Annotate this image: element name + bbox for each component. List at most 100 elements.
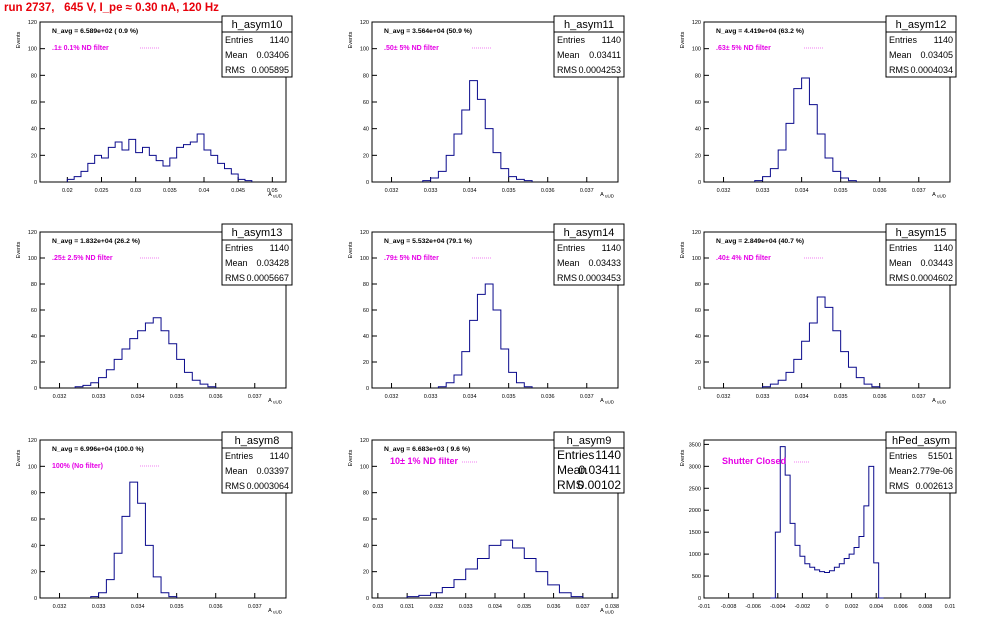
- histogram-bin: [802, 341, 810, 388]
- histogram-bin: [755, 181, 763, 182]
- histogram-bin: [231, 174, 238, 182]
- histogram-bin: [571, 597, 583, 598]
- histogram-bin: [91, 597, 99, 598]
- histogram-bin: [170, 158, 177, 182]
- histogram-bin: [775, 532, 780, 598]
- histogram-bin: [67, 179, 74, 182]
- x-tick-label: 0.034: [131, 394, 145, 400]
- stats-key: Mean: [889, 466, 912, 476]
- histogram-bin: [419, 595, 431, 598]
- stats-value: 1140: [602, 243, 621, 253]
- histogram-name: h_asym11: [564, 19, 614, 31]
- x-tick-label: 0.032: [430, 604, 444, 610]
- histogram-bin: [138, 503, 146, 598]
- stats-value: -2.779e-06: [909, 466, 953, 476]
- histogram-bin: [204, 150, 211, 182]
- y-tick-label: 100: [360, 464, 369, 470]
- filter-label: .25± 2.5% ND filter: [52, 255, 113, 262]
- histogram-bin: [407, 597, 419, 598]
- x-tick-label: 0.036: [541, 394, 555, 400]
- stats-box: [221, 15, 293, 78]
- histogram-bin: [833, 331, 841, 388]
- stats-value: 1140: [270, 243, 289, 253]
- stats-value: 1140: [270, 451, 289, 461]
- histogram-series-line: [422, 80, 533, 182]
- histogram-bin: [815, 570, 820, 598]
- x-tick-label: 0.037: [580, 188, 594, 194]
- stats-value: 0.0005667: [246, 273, 289, 283]
- histogram-panel: 0 20 40 60 80 100 120 0.03 0.031 0.032 0.033 0.034 0…: [348, 431, 625, 615]
- x-tick-label: 0.033: [459, 604, 473, 610]
- y-tick-label: 20: [363, 360, 369, 366]
- stats-key: Mean: [557, 258, 580, 268]
- histogram-panel: 0 500 1000 1500 2000 2500 3000 3500 -0.01 -0.008 -…: [680, 431, 957, 610]
- x-tick-label: 0.033: [424, 188, 438, 194]
- histogram-bin: [446, 383, 454, 388]
- stats-value: 1140: [934, 35, 953, 45]
- y-axis-label: Events: [16, 241, 22, 258]
- histogram-bin: [136, 153, 143, 182]
- histogram-bin: [841, 178, 849, 182]
- stats-key: Entries: [889, 243, 918, 253]
- histogram-bin: [145, 545, 153, 598]
- x-tick-label: 0.004: [869, 604, 883, 610]
- histogram-bin: [83, 385, 91, 388]
- histogram-bin: [218, 163, 225, 182]
- histogram-bin: [844, 559, 849, 599]
- x-tick-label: 0.034: [463, 394, 477, 400]
- y-tick-label: 20: [695, 360, 701, 366]
- stats-value: 0.03433: [588, 258, 621, 268]
- histogram-bin: [431, 178, 439, 182]
- histogram-bin: [778, 380, 786, 388]
- histogram-bin: [513, 548, 525, 598]
- stats-value: 0.03405: [920, 50, 953, 60]
- histogram-bin: [431, 593, 443, 598]
- x-tick-label: -0.008: [721, 604, 737, 610]
- x-axis-label: A uUD: [268, 398, 283, 405]
- x-tick-label: 0: [825, 604, 828, 610]
- histogram-bin: [153, 318, 161, 388]
- x-tick-label: 0.006: [894, 604, 908, 610]
- histogram-bin: [849, 554, 854, 598]
- x-tick-label: 0.032: [717, 188, 731, 194]
- histogram-bin: [177, 147, 184, 182]
- y-tick-label: 40: [31, 127, 37, 133]
- histogram-bin: [138, 331, 146, 388]
- stats-box: [553, 15, 625, 78]
- stats-value: 1140: [270, 35, 289, 45]
- filter-label: .63± 5% ND filter: [716, 45, 771, 52]
- y-tick-label: 0: [366, 386, 369, 392]
- histogram-bin: [794, 89, 802, 182]
- histogram-bin: [869, 466, 874, 598]
- histogram-bin: [169, 344, 177, 388]
- histogram-bin: [809, 105, 817, 182]
- y-tick-label: 20: [363, 153, 369, 159]
- histogram-bin: [75, 387, 83, 388]
- histogram-bin: [81, 171, 88, 182]
- x-axis-label-subscript: uUD: [272, 400, 283, 405]
- histogram-bin: [485, 129, 493, 182]
- x-tick-label: 0.035: [517, 604, 531, 610]
- navg-label: N_avg = 6.683e+03 ( 9.6 %): [384, 446, 470, 453]
- y-tick-label: 100: [692, 47, 701, 53]
- filter-label: Shutter Closed: [722, 456, 786, 466]
- histogram-bin: [114, 359, 122, 388]
- stats-box: [885, 223, 957, 286]
- y-tick-label: 40: [363, 543, 369, 549]
- histogram-bin: [163, 166, 170, 182]
- histogram-bin: [778, 150, 786, 182]
- histogram-bin: [454, 375, 462, 388]
- y-tick-label: 100: [28, 47, 37, 53]
- y-tick-label: 60: [695, 100, 701, 106]
- stats-value: 0.03428: [256, 258, 289, 268]
- histogram-bin: [156, 161, 163, 182]
- histogram-bin: [501, 169, 509, 182]
- histogram-name: h_asym14: [564, 227, 615, 239]
- x-tick-label: 0.035: [502, 394, 516, 400]
- y-tick-label: 0: [34, 596, 37, 602]
- histogram-bin: [114, 553, 122, 598]
- x-tick-label: 0.036: [209, 604, 223, 610]
- y-tick-label: 120: [28, 20, 37, 26]
- histogram-bin: [817, 134, 825, 182]
- histogram-bin: [825, 573, 830, 598]
